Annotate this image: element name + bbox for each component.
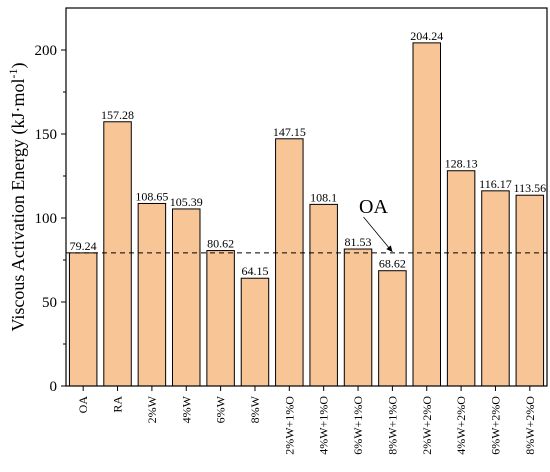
y-tick-label: 50 bbox=[42, 295, 57, 311]
annotation-arrow bbox=[363, 216, 393, 253]
data-label: 64.15 bbox=[241, 264, 268, 278]
data-label: 108.1 bbox=[310, 190, 337, 204]
x-tick-label: 2%W+2%O bbox=[420, 396, 434, 455]
x-tick-label: 6%W+2%O bbox=[488, 396, 502, 455]
y-tick-label: 100 bbox=[35, 211, 58, 227]
bar-2%W+1%O bbox=[275, 138, 304, 387]
bar-8%W+2%O bbox=[515, 194, 545, 387]
data-label: 105.39 bbox=[170, 195, 203, 209]
data-label: 147.15 bbox=[273, 125, 306, 139]
y-tick-label: 200 bbox=[35, 43, 58, 59]
x-tick-label: 8%W+1%O bbox=[385, 396, 399, 455]
x-axis: OA RA 2%W 4%W 6%W 8%W 2%W+1%O 4%W+1%O 6%W+1%O 8%W… bbox=[76, 386, 537, 455]
data-label: 79.24 bbox=[70, 239, 97, 253]
bar-4%W+1%O bbox=[309, 203, 338, 387]
data-label: 204.24 bbox=[410, 29, 443, 43]
data-label: 128.13 bbox=[445, 157, 478, 171]
y-axis-label: Viscous Activation Energy (kJ·mol-1) bbox=[6, 62, 29, 331]
data-label: 113.56 bbox=[514, 181, 547, 195]
plot-area: 79.24 157.28 108.65 105.39 80.62 64.15 147.15 1… bbox=[68, 29, 547, 387]
y-tick-label: 150 bbox=[35, 127, 58, 143]
x-tick-label: 6%W bbox=[214, 395, 228, 423]
x-tick-label: 2%W+1%O bbox=[282, 396, 296, 455]
reference-line-label: OA bbox=[359, 196, 388, 218]
reference-line-group: OA bbox=[66, 196, 547, 254]
bar-6%W+2%O bbox=[481, 190, 510, 387]
bar-2%W+2%O bbox=[412, 42, 441, 387]
data-label: 68.62 bbox=[379, 257, 406, 271]
bar-2%W bbox=[137, 202, 167, 387]
arrow-head bbox=[386, 245, 393, 252]
bar-6%W bbox=[206, 250, 235, 387]
x-tick-label: 8%W+2%O bbox=[523, 396, 537, 455]
x-tick-label: 6%W+1%O bbox=[351, 396, 365, 455]
x-tick-label: 4%W bbox=[179, 395, 193, 423]
data-label: 108.65 bbox=[135, 189, 168, 203]
bar-6%W+1%O bbox=[343, 248, 373, 387]
y-axis: 0 50 100 150 200 bbox=[35, 43, 66, 395]
x-tick-label: 4%W+1%O bbox=[317, 396, 331, 455]
bar-8%W bbox=[240, 277, 270, 387]
y-tick-label: 0 bbox=[50, 379, 58, 395]
data-label: 157.28 bbox=[101, 108, 134, 122]
x-tick-label: 2%W bbox=[145, 395, 159, 423]
x-tick-label: OA bbox=[76, 396, 90, 414]
data-label: 116.17 bbox=[479, 177, 512, 191]
bar-RA bbox=[103, 121, 132, 387]
plot-frame bbox=[65, 7, 548, 387]
bar-4%W bbox=[172, 208, 201, 387]
data-label: 80.62 bbox=[207, 237, 234, 251]
x-tick-label: 4%W+2%O bbox=[454, 396, 468, 455]
bar-8%W+1%O bbox=[378, 270, 407, 387]
bar-OA bbox=[68, 252, 98, 387]
x-tick-label: RA bbox=[111, 396, 125, 413]
x-tick-label: 8%W bbox=[248, 395, 262, 423]
bar-4%W+2%O bbox=[446, 170, 476, 387]
data-label: 81.53 bbox=[345, 235, 372, 249]
